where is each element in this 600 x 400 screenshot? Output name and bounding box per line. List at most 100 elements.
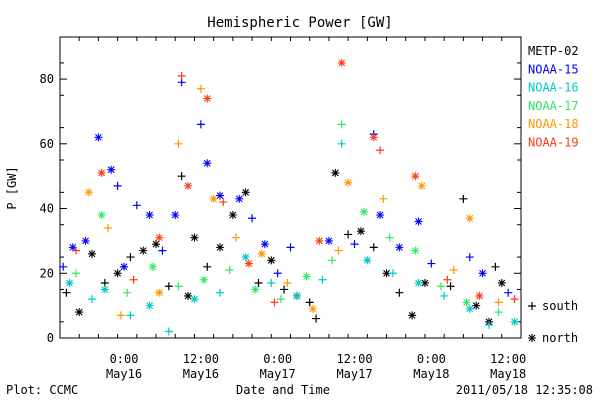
data-point-north [267, 256, 276, 265]
x-tick-date-label: May16 [106, 367, 142, 381]
x-tick-date-label: May16 [183, 367, 219, 381]
data-point-north [414, 217, 423, 226]
x-tick-date-label: May17 [260, 367, 296, 381]
data-point-north [420, 278, 429, 287]
legend-entry: NOAA-15 [528, 62, 579, 76]
data-point-south [440, 291, 449, 300]
legend-entry: NOAA-16 [528, 81, 579, 95]
data-point-north [235, 194, 244, 203]
data-point-south [203, 262, 212, 271]
data-point-south [225, 266, 234, 275]
data-point-south [312, 314, 321, 323]
x-axis: 0:00May1612:00May160:00May1712:00May170:… [59, 37, 526, 381]
data-point-south [123, 288, 132, 297]
data-point-south [270, 298, 279, 307]
data-point-north [395, 243, 404, 252]
data-point-south [286, 243, 295, 252]
x-tick-time-label: 0:00 [417, 352, 446, 366]
data-point-north [465, 214, 474, 223]
data-point-north [184, 291, 193, 300]
data-point-north [216, 243, 225, 252]
series-noaa-17 [72, 120, 503, 317]
data-point-south [196, 120, 205, 129]
data-point-south [369, 243, 378, 252]
data-point-south [388, 269, 397, 278]
data-point-south [59, 262, 68, 271]
legend-entry: NOAA-17 [528, 99, 579, 113]
data-point-south [104, 223, 113, 232]
x-tick-time-label: 0:00 [110, 352, 139, 366]
data-point-south [385, 233, 394, 242]
data-point-north [113, 269, 122, 278]
data-point-south [232, 233, 241, 242]
data-point-south [427, 259, 436, 268]
data-point-north [376, 211, 385, 220]
data-point-south [248, 214, 257, 223]
data-point-north [462, 298, 471, 307]
data-point-north [145, 211, 154, 220]
x-tick-date-label: May17 [336, 367, 372, 381]
legend: METP-02 NOAA-15 NOAA-16 NOAA-17 NOAA-18 NOAA-… [528, 44, 579, 150]
data-point-south [72, 269, 81, 278]
data-point-north [203, 159, 212, 168]
data-point-south [283, 278, 292, 287]
data-point-north [120, 262, 129, 271]
data-point-north [417, 181, 426, 190]
data-point-south [465, 253, 474, 262]
data-point-north [216, 191, 225, 200]
x-tick-date-label: May18 [490, 367, 526, 381]
data-point-north [81, 236, 90, 245]
data-point-north [302, 272, 311, 281]
legend-marker-label: north [542, 331, 578, 345]
data-point-north [257, 249, 266, 258]
y-tick-label: 40 [40, 202, 54, 216]
series-noaa-15 [59, 78, 513, 297]
series-metp-02 [62, 168, 506, 326]
y-tick-label: 60 [40, 137, 54, 151]
data-point-south [216, 288, 225, 297]
data-point-north [68, 243, 77, 252]
data-point-north [107, 165, 116, 174]
data-point-south [88, 295, 97, 304]
data-point-south [164, 282, 173, 291]
data-point-north [331, 168, 340, 177]
data-point-north [97, 211, 106, 220]
data-point-south [276, 295, 285, 304]
data-point-south [116, 311, 125, 320]
data-point-north [363, 256, 372, 265]
data-point-north [382, 269, 391, 278]
data-point-north [472, 301, 481, 310]
data-point-south [449, 266, 458, 275]
data-point-south [267, 278, 276, 287]
data-point-south [174, 282, 183, 291]
data-point-south [177, 71, 186, 80]
data-point-south [177, 172, 186, 181]
footer-plot-credit: Plot: CCMC [6, 383, 78, 397]
x-axis-label: Date and Time [236, 383, 330, 397]
data-point-north [411, 172, 420, 181]
series-noaa-16 [65, 139, 519, 336]
data-point-south [280, 285, 289, 294]
data-point-north [190, 233, 199, 242]
data-point-north [408, 311, 417, 320]
data-point-north [88, 249, 97, 258]
data-point-south [132, 201, 141, 210]
data-point-north [324, 236, 333, 245]
data-point-north [148, 262, 157, 271]
data-point-north [369, 133, 378, 142]
chart-title: Hemispheric Power [GW] [207, 15, 392, 31]
data-point-north [190, 295, 199, 304]
data-point-south [126, 311, 135, 320]
data-point-south [446, 282, 455, 291]
data-point-south [379, 194, 388, 203]
data-point-north [337, 58, 346, 67]
data-point-south [174, 139, 183, 148]
data-point-north [315, 236, 324, 245]
series-noaa-18 [84, 84, 503, 320]
data-point-south [484, 321, 493, 330]
data-point-north [228, 211, 237, 220]
data-point-south [395, 288, 404, 297]
data-point-north [94, 133, 103, 142]
y-axis-label: P [GW] [5, 166, 19, 209]
data-point-north [200, 275, 209, 284]
